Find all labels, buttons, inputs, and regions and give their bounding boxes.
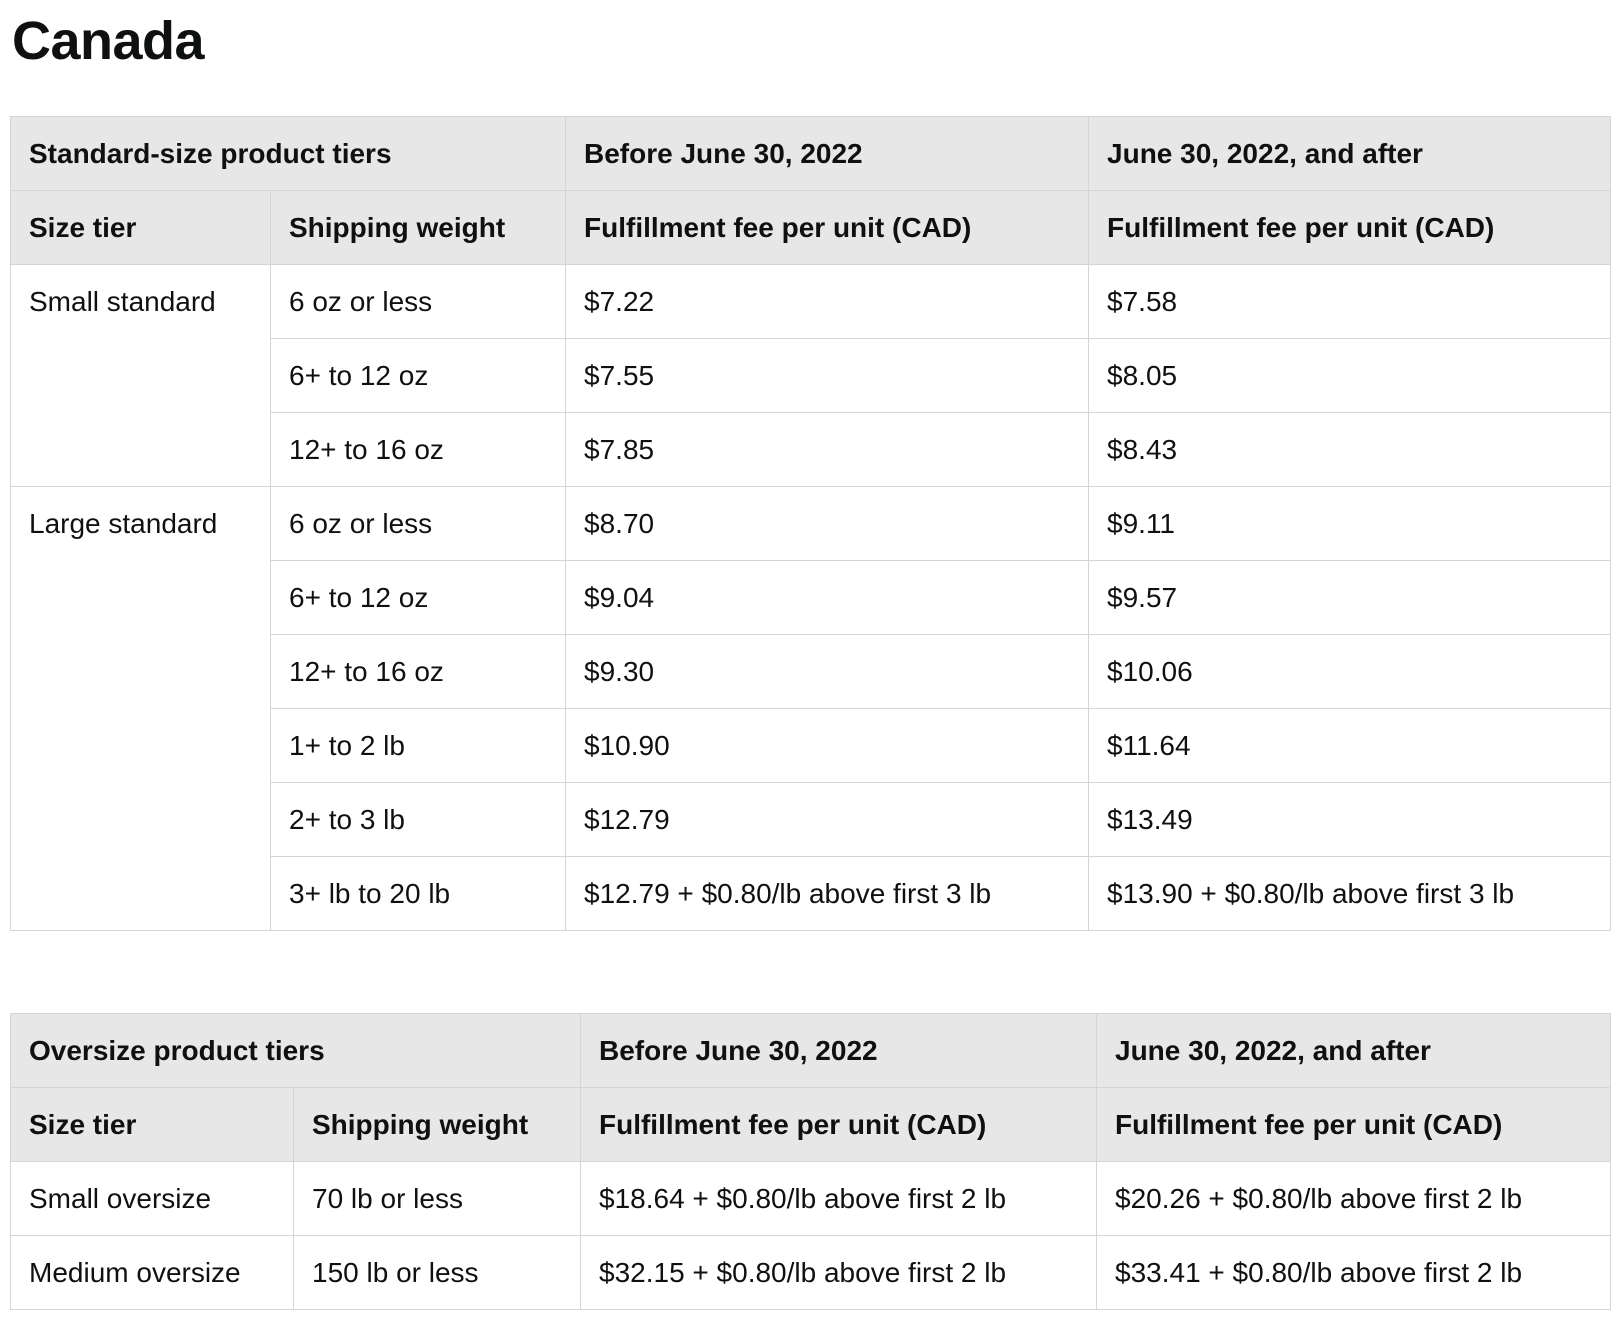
fee-after-cell: $10.06 — [1088, 634, 1612, 709]
column-header-row: Size tier Shipping weight Fulfillment fe… — [10, 190, 1612, 265]
shipping-weight-header-cell: Shipping weight — [293, 1087, 581, 1162]
shipping-weight-cell: 6 oz or less — [269, 264, 567, 339]
fee-before-cell: $7.85 — [565, 412, 1090, 487]
fee-before-cell: $7.55 — [565, 338, 1090, 413]
after-date-header-cell: June 30, 2022, and after — [1088, 116, 1612, 191]
fee-before-cell: $7.22 — [565, 264, 1090, 339]
size-tier-cell: Large standard — [10, 486, 271, 931]
table-row: 3+ lb to 20 lb $12.79 + $0.80/lb above f… — [11, 856, 1612, 931]
shipping-weight-cell: 6+ to 12 oz — [269, 338, 567, 413]
shipping-weight-cell: 150 lb or less — [293, 1235, 581, 1310]
fee-before-header-cell: Fulfillment fee per unit (CAD) — [580, 1087, 1097, 1162]
fee-after-cell: $8.05 — [1088, 338, 1612, 413]
fee-after-cell: $8.43 — [1088, 412, 1612, 487]
fee-after-cell: $33.41 + $0.80/lb above first 2 lb — [1096, 1235, 1611, 1310]
fee-before-cell: $9.04 — [565, 560, 1090, 635]
fee-before-cell: $12.79 — [565, 782, 1090, 857]
fee-before-cell: $10.90 — [565, 708, 1090, 783]
shipping-weight-cell: 3+ lb to 20 lb — [269, 856, 567, 931]
size-tier-cell: Small standard — [10, 264, 271, 487]
table-row: Medium oversize 150 lb or less $32.15 + … — [10, 1235, 1611, 1310]
shipping-weight-cell: 1+ to 2 lb — [269, 708, 567, 783]
fee-after-cell: $13.49 — [1088, 782, 1612, 857]
shipping-weight-cell: 6+ to 12 oz — [269, 560, 567, 635]
table-row: 6+ to 12 oz $7.55 $8.05 — [11, 338, 1612, 413]
fee-after-header-cell: Fulfillment fee per unit (CAD) — [1096, 1087, 1611, 1162]
shipping-weight-cell: 6 oz or less — [269, 486, 567, 561]
table-row: 12+ to 16 oz $7.85 $8.43 — [11, 412, 1612, 487]
fee-after-cell: $9.11 — [1088, 486, 1612, 561]
column-header-row: Size tier Shipping weight Fulfillment fe… — [10, 1087, 1611, 1162]
after-date-header-cell: June 30, 2022, and after — [1096, 1013, 1611, 1088]
fee-before-cell: $32.15 + $0.80/lb above first 2 lb — [580, 1235, 1097, 1310]
oversize-table: Oversize product tiers Before June 30, 2… — [10, 1013, 1611, 1310]
size-tier-cell: Medium oversize — [10, 1235, 294, 1310]
before-date-header-cell: Before June 30, 2022 — [580, 1013, 1097, 1088]
standard-size-table: Standard-size product tiers Before June … — [9, 116, 1612, 931]
group-header-row: Oversize product tiers Before June 30, 2… — [10, 1013, 1611, 1088]
shipping-weight-cell: 2+ to 3 lb — [269, 782, 567, 857]
before-date-header-cell: Before June 30, 2022 — [565, 116, 1090, 191]
fee-after-cell: $20.26 + $0.80/lb above first 2 lb — [1096, 1161, 1611, 1236]
fee-after-cell: $13.90 + $0.80/lb above first 3 lb — [1088, 856, 1612, 931]
fee-after-header-cell: Fulfillment fee per unit (CAD) — [1088, 190, 1612, 265]
shipping-weight-cell: 12+ to 16 oz — [269, 634, 567, 709]
table-row: Small standard 6 oz or less $7.22 $7.58 — [10, 264, 1612, 487]
fee-before-cell: $8.70 — [565, 486, 1090, 561]
fee-after-cell: $9.57 — [1088, 560, 1612, 635]
shipping-weight-cell: 70 lb or less — [293, 1161, 581, 1236]
table-row: 12+ to 16 oz $9.30 $10.06 — [11, 634, 1612, 709]
fee-before-cell: $18.64 + $0.80/lb above first 2 lb — [580, 1161, 1097, 1236]
size-tier-header-cell: Size tier — [10, 1087, 294, 1162]
table-row: Small oversize 70 lb or less $18.64 + $0… — [10, 1161, 1611, 1236]
shipping-weight-cell: 12+ to 16 oz — [269, 412, 567, 487]
size-tier-header-cell: Size tier — [10, 190, 271, 265]
fee-before-header-cell: Fulfillment fee per unit (CAD) — [565, 190, 1090, 265]
page-title: Canada — [12, 11, 205, 71]
table-row: 6+ to 12 oz $9.04 $9.57 — [11, 560, 1612, 635]
table-row: 2+ to 3 lb $12.79 $13.49 — [11, 782, 1612, 857]
size-tier-cell: Small oversize — [10, 1161, 294, 1236]
group-header-row: Standard-size product tiers Before June … — [9, 116, 1612, 191]
group-header-cell: Standard-size product tiers — [9, 116, 567, 191]
table-row: Large standard 6 oz or less $8.70 $9.11 — [10, 486, 1612, 931]
fee-after-cell: $11.64 — [1088, 708, 1612, 783]
fee-before-cell: $9.30 — [565, 634, 1090, 709]
fee-after-cell: $7.58 — [1088, 264, 1612, 339]
fee-before-cell: $12.79 + $0.80/lb above first 3 lb — [565, 856, 1090, 931]
group-header-cell: Oversize product tiers — [10, 1013, 581, 1088]
shipping-weight-header-cell: Shipping weight — [269, 190, 567, 265]
